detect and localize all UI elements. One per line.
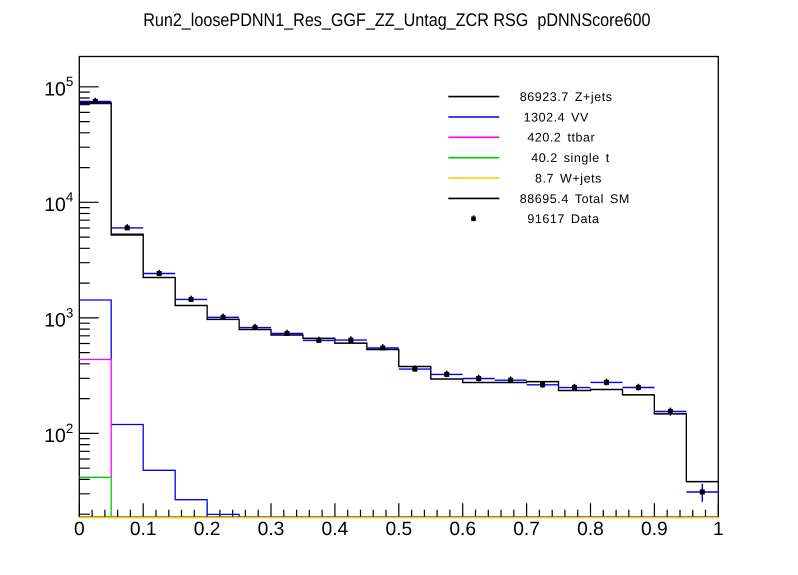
svg-text:0.6: 0.6 [449,519,476,540]
svg-text:0.9: 0.9 [641,519,668,540]
svg-text:420.2 ttbar: 420.2 ttbar [527,131,595,145]
svg-text:103: 103 [44,305,73,331]
svg-text:0: 0 [74,519,85,540]
svg-text:0.2: 0.2 [194,519,221,540]
svg-text:1302.4 VV: 1302.4 VV [524,110,589,124]
svg-text:0.3: 0.3 [258,519,285,540]
svg-text:40.2 single t: 40.2 single t [531,151,610,165]
svg-text:86923.7 Z+jets: 86923.7 Z+jets [520,90,613,104]
svg-text:91617 Data: 91617 Data [527,212,599,226]
svg-text:Run2_loosePDNN1_Res_GGF_ZZ_Unt: Run2_loosePDNN1_Res_GGF_ZZ_Untag_ZCR RSG… [143,9,650,30]
svg-text:105: 105 [44,74,73,100]
svg-text:0.7: 0.7 [513,519,540,540]
svg-text:0.5: 0.5 [385,519,412,540]
svg-text:88695.4 Total SM: 88695.4 Total SM [520,192,630,206]
svg-text:1: 1 [713,519,724,540]
svg-text:0.4: 0.4 [322,519,349,540]
svg-text:0.8: 0.8 [577,519,604,540]
svg-text:8.7 W+jets: 8.7 W+jets [535,172,602,186]
svg-text:0.1: 0.1 [130,519,157,540]
